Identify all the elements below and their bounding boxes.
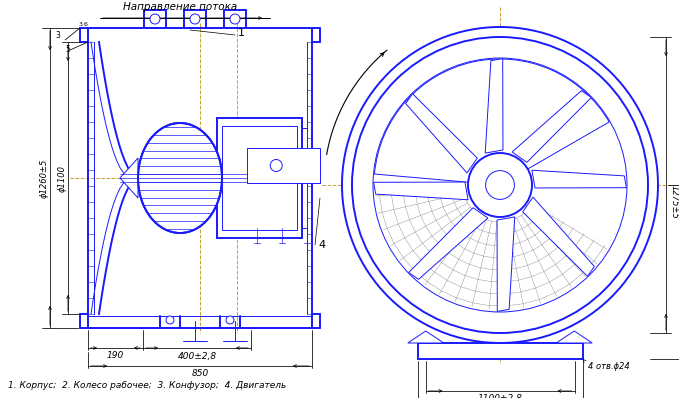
Text: Направление потока: Направление потока xyxy=(123,2,237,12)
Polygon shape xyxy=(409,208,488,279)
Text: 400±2,8: 400±2,8 xyxy=(177,351,217,361)
Text: 4 отв.ϕ24: 4 отв.ϕ24 xyxy=(587,362,629,371)
Polygon shape xyxy=(405,94,477,173)
Polygon shape xyxy=(373,182,468,200)
Polygon shape xyxy=(497,217,515,311)
Circle shape xyxy=(230,14,240,24)
Polygon shape xyxy=(523,197,594,276)
Text: 3.6: 3.6 xyxy=(78,21,88,27)
Circle shape xyxy=(166,316,174,324)
Text: 190: 190 xyxy=(107,351,124,361)
Bar xyxy=(418,343,583,359)
Circle shape xyxy=(342,27,658,343)
Text: 4: 4 xyxy=(318,240,325,250)
Text: 1100±2,8: 1100±2,8 xyxy=(477,394,522,398)
Bar xyxy=(222,126,297,230)
Text: 1275±5: 1275±5 xyxy=(669,185,678,219)
Text: 3: 3 xyxy=(56,31,60,39)
Text: 2: 2 xyxy=(288,149,295,159)
Text: 1: 1 xyxy=(238,28,245,38)
Polygon shape xyxy=(120,158,138,198)
Circle shape xyxy=(270,160,282,172)
Bar xyxy=(247,148,320,183)
Polygon shape xyxy=(512,91,591,162)
Circle shape xyxy=(373,58,627,312)
Circle shape xyxy=(485,171,515,199)
Polygon shape xyxy=(556,331,592,343)
Text: 850: 850 xyxy=(191,369,208,378)
Ellipse shape xyxy=(138,123,222,233)
Wedge shape xyxy=(375,59,609,185)
Polygon shape xyxy=(532,170,627,188)
Circle shape xyxy=(190,14,200,24)
Polygon shape xyxy=(485,59,503,153)
Bar xyxy=(217,118,302,238)
Circle shape xyxy=(468,153,532,217)
Circle shape xyxy=(352,37,648,333)
Text: 1. Корпус;  2. Колесо рабочее;  3. Конфузор;  4. Двигатель: 1. Корпус; 2. Колесо рабочее; 3. Конфузо… xyxy=(8,381,287,390)
Circle shape xyxy=(150,14,160,24)
Circle shape xyxy=(226,316,234,324)
Text: 5: 5 xyxy=(66,45,71,55)
Polygon shape xyxy=(408,331,444,343)
Text: ϕ1100: ϕ1100 xyxy=(58,164,67,191)
Text: ϕ1260±5: ϕ1260±5 xyxy=(39,158,48,198)
